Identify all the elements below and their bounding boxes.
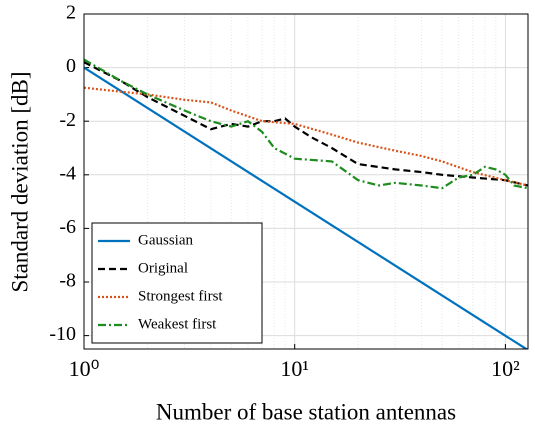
x-tick-label: 10⁰ — [69, 356, 100, 381]
x-tick-label: 10¹ — [280, 356, 309, 381]
y-tick-label: 0 — [66, 55, 76, 77]
legend: Gaussian Original Strongest first Weakest f… — [91, 222, 263, 344]
line — [84, 66, 528, 349]
legend-label: Original — [138, 260, 188, 276]
y-tick-label: -6 — [59, 216, 76, 238]
y-tick-label: -10 — [49, 323, 76, 345]
plot-frame — [83, 13, 529, 350]
x-tick-label: 10² — [491, 356, 520, 381]
legend-box — [91, 222, 263, 344]
y-tick-label: -8 — [59, 270, 76, 292]
legend-label: Gaussian — [138, 232, 193, 248]
y-tick-label: -4 — [59, 162, 76, 184]
y-tick-label: -2 — [59, 109, 76, 131]
line — [84, 86, 528, 187]
legend-label: Strongest first — [138, 288, 223, 304]
line — [84, 61, 528, 187]
y-tick-label: 2 — [66, 2, 76, 24]
line — [84, 58, 528, 190]
legend-label: Weakest first — [138, 316, 217, 332]
y-axis-label: Standard deviation [dB] — [7, 71, 32, 292]
x-axis-label: Number of base station antennas — [156, 399, 456, 424]
